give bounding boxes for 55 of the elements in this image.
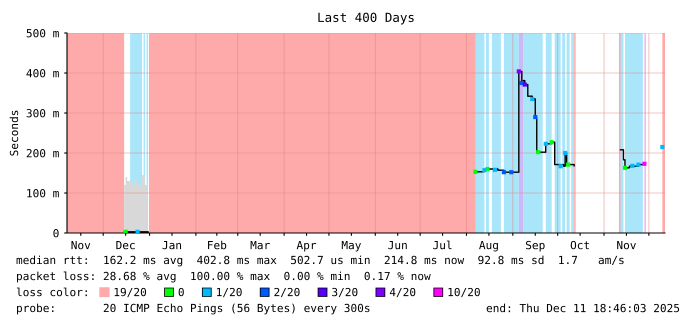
text: packet loss: 28.68 % avg 100.00 % max 0.00 % min 0.17 % now xyxy=(17,272,431,282)
x-tick-label: Feb xyxy=(208,240,226,250)
y-tick-label: 500 m xyxy=(26,29,59,38)
y-tick-label: 200 m xyxy=(26,149,59,158)
point xyxy=(136,230,140,233)
point xyxy=(636,162,640,167)
text: end: Thu Dec 11 18:46:03 2025 xyxy=(486,304,680,312)
x-tick-label: Oct xyxy=(570,240,590,250)
y-tick-label: 0 xyxy=(53,229,59,238)
legend-label: 4/20 xyxy=(390,288,416,298)
x-tick-label: Jun xyxy=(388,241,407,250)
point xyxy=(509,170,514,174)
point xyxy=(516,69,521,74)
chart-title: Last 400 Days xyxy=(318,12,414,24)
point xyxy=(473,170,478,174)
point xyxy=(536,150,540,154)
legend-label: 2/20 xyxy=(274,288,300,298)
point xyxy=(622,166,628,170)
x-tick-label: Mar xyxy=(250,241,270,250)
legend-label: 3/20 xyxy=(332,288,358,298)
x-tick-label: Aug xyxy=(479,240,498,252)
x-tick-label: Nov xyxy=(72,241,90,250)
point xyxy=(533,114,538,120)
point xyxy=(530,96,534,102)
legend-label: 0 xyxy=(178,288,184,296)
point xyxy=(492,168,497,172)
x-tick-label: Jul xyxy=(433,240,452,250)
x-tick-label: Dec xyxy=(116,241,135,250)
point xyxy=(660,144,664,150)
x-tick-label: Apr xyxy=(296,241,316,252)
point xyxy=(544,142,548,146)
y-tick-label: 100 m xyxy=(27,189,59,198)
x-tick-label: Nov xyxy=(617,241,636,250)
legend-title: loss color: xyxy=(16,288,87,296)
x-tick-label: Jan xyxy=(162,241,182,250)
text: median rtt: 162.2 ms avg 402.8 ms max 502.7 us min 214.8 ms now 92.8 ms sd 1.7 am/s xyxy=(16,256,624,266)
point xyxy=(630,164,635,168)
text: probe: 20 ICMP Echo Pings (56 Bytes) every 300s xyxy=(17,304,370,314)
point xyxy=(563,150,568,156)
y-tick-label: 300 m xyxy=(26,109,59,118)
x-tick-label: Sep xyxy=(526,240,545,252)
point xyxy=(502,170,506,174)
point xyxy=(566,162,570,167)
legend-label: 1/20 xyxy=(217,288,242,298)
point xyxy=(558,164,563,168)
point xyxy=(124,230,128,233)
legend-label: 10/20 xyxy=(448,288,480,298)
point xyxy=(522,82,527,87)
x-tick-label: May xyxy=(342,241,361,252)
point xyxy=(482,168,487,172)
y-axis-title: Seconds xyxy=(10,110,18,156)
y-tick-label: 400 m xyxy=(26,69,59,78)
point xyxy=(642,162,646,166)
legend-label: 19/20 xyxy=(114,288,146,298)
point xyxy=(550,140,554,144)
